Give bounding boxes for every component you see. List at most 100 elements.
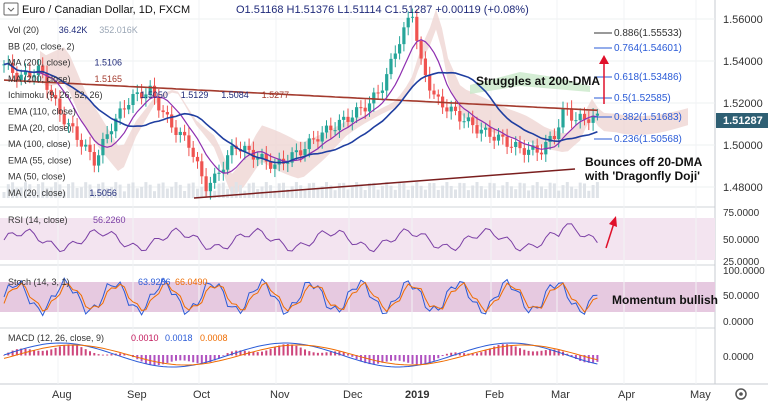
volume-bar: [419, 185, 423, 198]
macd-histogram-bar: [209, 355, 212, 363]
volume-bar: [264, 182, 268, 198]
volume-bar: [350, 186, 354, 198]
volume-bar: [170, 186, 174, 198]
macd-histogram-bar: [394, 355, 397, 361]
candle-body: [191, 147, 195, 157]
volume-bar: [28, 184, 32, 198]
candle-body: [522, 148, 526, 155]
volume-bar: [191, 182, 195, 198]
candle-body: [92, 152, 96, 166]
macd-histogram-bar: [510, 345, 513, 356]
time-axis[interactable]: Aug Sep Oct Nov Dec 2019 Feb Mar Apr May: [52, 389, 711, 401]
candle-body: [32, 75, 36, 78]
candle-body: [432, 90, 436, 95]
macd-histogram-bar: [119, 353, 122, 356]
candle-body: [410, 16, 415, 18]
collapse-icon[interactable]: [3, 2, 19, 16]
macd-histogram-bar: [458, 352, 461, 356]
macd-histogram-bar: [261, 351, 263, 356]
candle-body: [135, 92, 139, 95]
macd-histogram-bar: [286, 344, 289, 356]
chevron-down-icon: [7, 7, 15, 12]
volume-bar: [45, 187, 49, 198]
macd-histogram-bar: [58, 346, 61, 356]
macd-histogram-bar: [519, 348, 521, 356]
macd-axis: 0.0000: [723, 352, 754, 363]
candle-body: [62, 113, 66, 125]
macd-histogram-bar: [179, 355, 182, 361]
macd-histogram-bar: [407, 355, 410, 363]
rsi-value: 56.2260: [93, 215, 126, 225]
macd-histogram-bar: [411, 355, 414, 364]
candle-body: [402, 27, 406, 45]
candle-body: [582, 113, 587, 120]
macd-histogram-bar: [252, 351, 255, 356]
macd-histogram-bar: [359, 355, 362, 362]
volume-bar: [131, 182, 135, 198]
macd-histogram-bar: [200, 355, 203, 364]
macd-histogram-bar: [527, 350, 530, 356]
candle-body: [471, 117, 475, 126]
candle-body: [398, 44, 402, 54]
macd-histogram-bar: [415, 355, 418, 365]
time-tick: Dec: [343, 389, 363, 401]
macd-histogram-bar: [497, 345, 500, 356]
candle-body: [170, 114, 174, 128]
macd-histogram-bar: [334, 351, 337, 356]
stoch-axis: 100.0000 50.0000 0.0000: [723, 266, 765, 328]
candle-body: [342, 116, 346, 120]
macd-histogram-bar: [398, 355, 401, 361]
candle-body: [226, 155, 230, 170]
candle-body: [290, 152, 294, 163]
volume-bar: [501, 185, 505, 198]
annotation-momentum: Momentum bullish: [612, 293, 718, 307]
candle-body: [574, 120, 578, 122]
rsi-band: [0, 218, 715, 260]
macd-histogram-bar: [76, 345, 79, 356]
candle-body: [58, 98, 62, 114]
volume-bar: [251, 182, 255, 198]
macd-histogram-bar: [424, 355, 427, 365]
volume-bar: [118, 184, 122, 198]
indicator-label: MA (200, close): [8, 58, 71, 68]
macd-histogram-bar: [80, 347, 83, 356]
candle-body: [157, 96, 161, 111]
indicator-value: 1.5084: [221, 90, 249, 100]
indicator-value: 1.5050: [140, 90, 168, 100]
chart-header: Euro / Canadian Dollar, 1D, FXCM O1.5116…: [3, 2, 529, 16]
volume-bar: [337, 183, 341, 198]
stoch-d-line: [3, 281, 598, 313]
support-trendline: [193, 168, 576, 199]
candle-body: [41, 65, 45, 74]
volume-bar: [127, 183, 131, 198]
candle-body: [570, 108, 574, 121]
macd-histogram-bar: [205, 355, 208, 364]
candle-body: [161, 110, 165, 113]
candle-body: [247, 145, 251, 150]
macd-histogram-bar: [291, 344, 294, 356]
fib-label-0886: 0.886(1.55533): [614, 28, 682, 39]
volume-bar: [320, 186, 324, 198]
settings-gear-icon[interactable]: [735, 388, 747, 400]
rsi-tick: 50.0000: [723, 235, 760, 246]
macd-histogram-bar: [273, 347, 276, 356]
candle-body: [445, 107, 449, 112]
candle-body: [221, 169, 225, 173]
candle-body: [385, 74, 389, 91]
volume-bar: [153, 191, 156, 198]
volume-bar: [325, 182, 328, 198]
volume-bar: [436, 189, 440, 198]
candle-body: [501, 134, 505, 137]
candle-body: [346, 116, 350, 122]
macd-histogram-bar: [454, 352, 457, 356]
macd-histogram-bar: [299, 347, 302, 356]
price-axis[interactable]: 1.56000 1.54000 1.52000 1.50000 1.48000 …: [716, 14, 768, 194]
candle-body: [66, 123, 71, 125]
candle-body: [213, 173, 217, 183]
cloud-area-bullish: [470, 72, 590, 94]
candle-body: [200, 161, 204, 177]
symbol-title: Euro / Canadian Dollar, 1D, FXCM: [22, 4, 190, 16]
candle-body: [286, 162, 290, 164]
macd-histogram-bar: [312, 352, 315, 356]
